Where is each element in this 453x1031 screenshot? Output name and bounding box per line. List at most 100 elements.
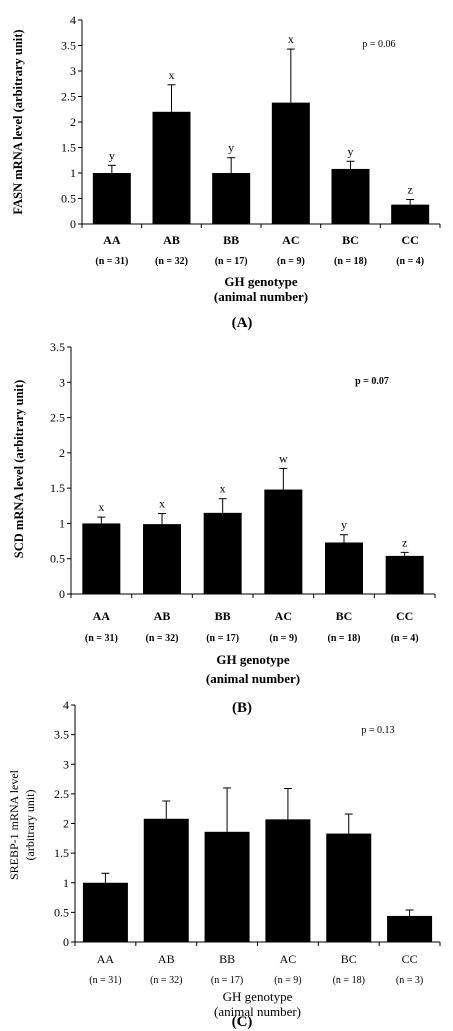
- bar: [152, 111, 191, 224]
- y-tick-label: 1.5: [61, 141, 76, 155]
- y-axis-title: (arbitrary unit): [23, 790, 37, 861]
- sample-size-label: (n = 32): [146, 633, 179, 644]
- y-tick-label: 1.5: [50, 481, 65, 495]
- category-label: BB: [219, 952, 235, 966]
- bar: [143, 524, 181, 594]
- sample-size-label: (n = 4): [391, 633, 419, 644]
- y-tick-label: 2.5: [50, 411, 65, 425]
- sample-size-label: (n = 18): [328, 633, 361, 644]
- sample-size-label: (n = 18): [334, 256, 367, 267]
- category-label: CC: [401, 233, 418, 247]
- panel-label: (C): [232, 1014, 253, 1030]
- x-axis-title: (animal number): [206, 671, 300, 686]
- bar: [204, 831, 250, 942]
- sample-size-label: (n = 31): [95, 256, 128, 267]
- sample-size-label: (n = 32): [155, 256, 188, 267]
- bar: [212, 173, 251, 224]
- y-axis-title: SCD mRNA level (arbitrary unit): [12, 380, 26, 558]
- y-tick-label: 4: [70, 13, 76, 27]
- bar: [331, 168, 370, 224]
- panel-label: (A): [232, 315, 253, 331]
- x-axis-title: (animal number): [214, 1004, 301, 1019]
- y-tick-label: 3: [59, 375, 65, 389]
- panel-label: (B): [232, 700, 252, 716]
- y-tick-label: 1: [59, 516, 65, 530]
- y-tick-label: 4: [63, 698, 69, 712]
- sample-size-label: (n = 3): [396, 975, 423, 986]
- y-tick-label: 2: [59, 446, 65, 460]
- y-tick-label: 3.5: [54, 728, 69, 742]
- significance-letter: y: [348, 144, 354, 158]
- category-label: AA: [93, 609, 111, 623]
- p-value-annotation: p = 0.13: [361, 725, 394, 736]
- y-tick-label: 0.5: [50, 552, 65, 566]
- x-axis-title: GH genotype: [223, 989, 293, 1004]
- bar: [387, 915, 433, 942]
- category-label: BB: [215, 609, 231, 623]
- y-axis-title: SREBP-1 mRNA level: [7, 769, 21, 880]
- y-tick-label: 0.5: [61, 192, 76, 206]
- y-tick-label: 1.5: [54, 846, 69, 860]
- significance-letter: w: [279, 451, 288, 465]
- bar: [203, 512, 242, 594]
- significance-letter: z: [402, 535, 407, 549]
- x-axis-title: GH genotype: [216, 652, 290, 667]
- y-tick-label: 0: [59, 587, 65, 601]
- category-label: AC: [282, 233, 299, 247]
- bar: [264, 489, 303, 594]
- category-label: AB: [163, 233, 180, 247]
- category-label: CC: [396, 609, 413, 623]
- category-label: CC: [402, 952, 418, 966]
- significance-letter: y: [341, 518, 347, 532]
- sample-size-label: (n = 31): [85, 633, 118, 644]
- y-tick-label: 0: [70, 217, 76, 231]
- category-label: BC: [341, 952, 357, 966]
- y-tick-label: 3.5: [61, 39, 76, 53]
- bar: [265, 819, 311, 942]
- significance-letter: x: [288, 32, 294, 46]
- bar: [385, 555, 424, 594]
- y-tick-label: 3: [63, 757, 69, 771]
- p-value-annotation: p = 0.06: [362, 39, 395, 50]
- y-tick-label: 2.5: [61, 90, 76, 104]
- significance-letter: x: [220, 482, 226, 496]
- category-label: AB: [158, 952, 175, 966]
- bar: [82, 882, 128, 942]
- category-label: AB: [154, 609, 171, 623]
- p-value-annotation: p = 0.07: [355, 376, 389, 387]
- category-label: AC: [280, 952, 297, 966]
- y-tick-label: 3.5: [50, 340, 65, 354]
- y-tick-label: 2.5: [54, 787, 69, 801]
- significance-letter: x: [98, 500, 104, 514]
- y-tick-label: 0.5: [54, 905, 69, 919]
- bar: [143, 818, 189, 942]
- bar: [326, 833, 372, 942]
- sample-size-label: (n = 17): [206, 633, 239, 644]
- y-axis-title: FASN mRNA level (arbitrary unit): [11, 29, 25, 214]
- sample-size-label: (n = 17): [211, 975, 243, 986]
- y-tick-label: 0: [63, 935, 69, 949]
- category-label: BC: [342, 233, 359, 247]
- sample-size-label: (n = 18): [333, 975, 365, 986]
- category-label: BC: [336, 609, 353, 623]
- sample-size-label: (n = 32): [150, 975, 182, 986]
- sample-size-label: (n = 4): [396, 256, 424, 267]
- sample-size-label: (n = 9): [277, 256, 305, 267]
- sample-size-label: (n = 9): [269, 633, 297, 644]
- significance-letter: y: [228, 141, 234, 155]
- y-tick-label: 3: [70, 64, 76, 78]
- bar: [92, 173, 131, 224]
- sample-size-label: (n = 17): [215, 256, 248, 267]
- category-label: AC: [275, 609, 292, 623]
- x-axis-title: GH genotype: [224, 274, 298, 289]
- category-label: AA: [103, 233, 121, 247]
- bar: [271, 102, 310, 224]
- significance-letter: x: [169, 68, 175, 82]
- y-tick-label: 1: [63, 876, 69, 890]
- significance-letter: y: [109, 148, 115, 162]
- significance-letter: z: [408, 183, 413, 197]
- x-axis-title: (animal number): [214, 289, 308, 304]
- bar: [82, 523, 121, 594]
- category-label: AA: [97, 952, 115, 966]
